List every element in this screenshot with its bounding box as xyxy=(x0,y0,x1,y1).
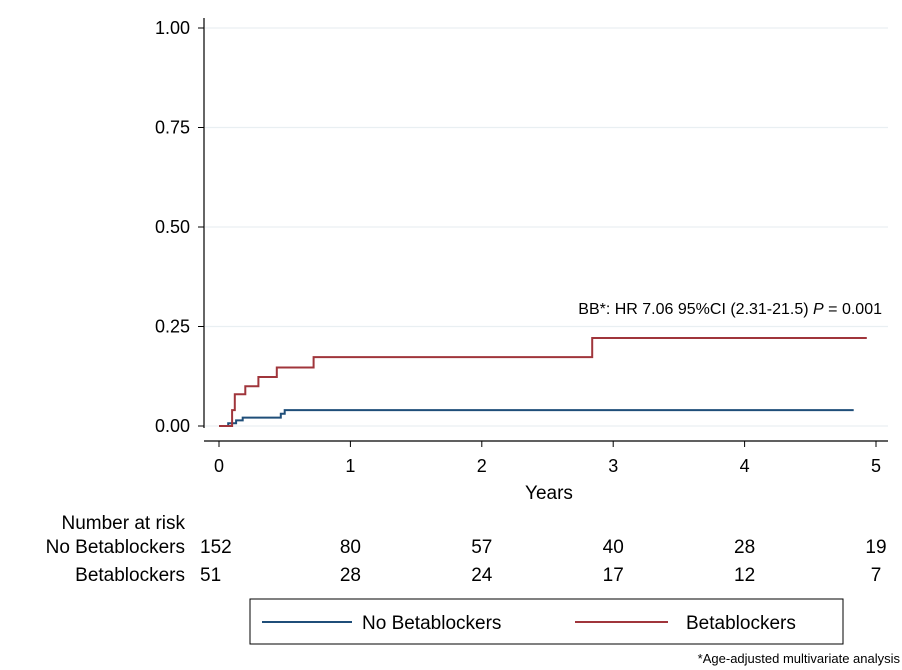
risk-count: 152 xyxy=(200,537,232,558)
y-axis-ticks: 0.00 0.25 0.50 0.75 1.00 xyxy=(155,18,204,436)
y-tick-label: 0.00 xyxy=(155,416,190,436)
hr-annotation: BB*: HR 7.06 95%CI (2.31-21.5) P = 0.001 xyxy=(578,301,882,318)
x-axis-ticks: 0 1 2 3 4 5 xyxy=(214,441,881,476)
x-tick-label: 3 xyxy=(608,456,618,476)
curve-betablockers xyxy=(219,337,867,427)
x-tick-label: 0 xyxy=(214,456,224,476)
risk-count: 7 xyxy=(871,565,882,586)
x-tick-label: 2 xyxy=(477,456,487,476)
risk-count: 24 xyxy=(471,565,493,586)
grid-lines xyxy=(205,27,888,427)
risk-count: 80 xyxy=(340,537,361,558)
hr-annotation-suffix: = 0.001 xyxy=(824,301,882,318)
hr-annotation-prefix: BB*: HR 7.06 95%CI (2.31-21.5) xyxy=(578,301,813,318)
x-tick-label: 5 xyxy=(871,456,881,476)
legend-box xyxy=(249,598,844,645)
hr-annotation-p: P xyxy=(813,301,824,318)
y-tick-label: 0.75 xyxy=(155,118,190,138)
risk-row-label: Betablockers xyxy=(75,565,185,586)
x-tick-label: 1 xyxy=(345,456,355,476)
legend-label: No Betablockers xyxy=(362,613,501,634)
risk-count: 40 xyxy=(603,537,624,558)
y-tick-label: 0.25 xyxy=(155,317,190,337)
survival-curves xyxy=(219,337,867,427)
risk-row-label: No Betablockers xyxy=(46,537,185,558)
risk-count: 51 xyxy=(200,565,221,586)
footnote: *Age-adjusted multivariate analysis xyxy=(698,651,901,666)
risk-count: 17 xyxy=(603,565,624,586)
risk-table-title: Number at risk xyxy=(61,513,185,534)
y-tick-label: 0.50 xyxy=(155,217,190,237)
x-axis-label: Years xyxy=(525,483,573,504)
risk-count: 19 xyxy=(865,537,886,558)
curve-no-betablockers xyxy=(219,409,854,427)
legend-label: Betablockers xyxy=(686,613,796,634)
risk-count: 28 xyxy=(734,537,755,558)
risk-count: 57 xyxy=(471,537,492,558)
y-tick-label: 1.00 xyxy=(155,18,190,38)
legend: No Betablockers Betablockers xyxy=(262,613,796,634)
risk-count: 28 xyxy=(340,565,361,586)
risk-table: No Betablockers 152 80 57 40 28 19 Betablockers… xyxy=(46,537,887,586)
risk-count: 12 xyxy=(734,565,755,586)
x-tick-label: 4 xyxy=(740,456,750,476)
